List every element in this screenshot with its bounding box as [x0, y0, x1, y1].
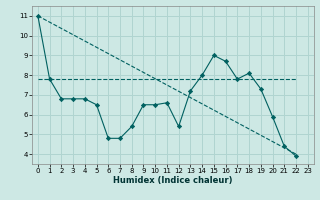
X-axis label: Humidex (Indice chaleur): Humidex (Indice chaleur): [113, 176, 233, 185]
